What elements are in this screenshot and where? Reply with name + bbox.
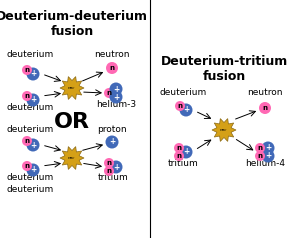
Circle shape — [175, 101, 185, 111]
Circle shape — [22, 65, 32, 75]
Text: n: n — [176, 145, 181, 151]
Text: nπc: nπc — [68, 156, 76, 160]
Text: nπc: nπc — [220, 128, 228, 132]
Text: deuterium: deuterium — [159, 88, 207, 97]
Circle shape — [26, 68, 40, 80]
Text: deuterium: deuterium — [6, 185, 54, 194]
Text: tritium: tritium — [98, 173, 128, 182]
Circle shape — [255, 143, 265, 153]
Text: helium-3: helium-3 — [96, 100, 136, 109]
Circle shape — [179, 145, 193, 159]
Circle shape — [22, 91, 32, 101]
Polygon shape — [60, 147, 84, 169]
Text: deuterium: deuterium — [6, 173, 54, 182]
Circle shape — [26, 164, 40, 177]
Text: proton: proton — [97, 125, 127, 134]
Circle shape — [179, 104, 193, 116]
Text: tritium: tritium — [168, 159, 198, 168]
Circle shape — [110, 160, 122, 174]
Circle shape — [104, 158, 114, 168]
Text: OR: OR — [54, 112, 90, 132]
Circle shape — [262, 149, 275, 163]
Text: n: n — [106, 168, 112, 174]
Circle shape — [110, 83, 122, 95]
Circle shape — [22, 161, 32, 171]
Text: +: + — [113, 93, 119, 101]
Text: +: + — [183, 105, 189, 114]
Polygon shape — [60, 77, 84, 99]
Circle shape — [174, 143, 184, 153]
Text: n: n — [25, 163, 29, 169]
Text: +: + — [30, 95, 36, 104]
Polygon shape — [212, 119, 236, 141]
Text: deuterium: deuterium — [6, 103, 54, 112]
Text: +: + — [265, 152, 271, 160]
Circle shape — [26, 139, 40, 152]
Circle shape — [262, 142, 275, 154]
Text: n: n — [257, 153, 262, 159]
Circle shape — [110, 90, 122, 104]
Text: Deuterium-tritium
fusion: Deuterium-tritium fusion — [160, 55, 288, 83]
Text: +: + — [30, 140, 36, 149]
Circle shape — [259, 102, 271, 114]
Circle shape — [26, 94, 40, 106]
Text: n: n — [110, 65, 115, 71]
Text: n: n — [25, 67, 29, 73]
Text: n: n — [178, 103, 182, 109]
Circle shape — [104, 88, 114, 98]
Text: n: n — [25, 93, 29, 99]
Circle shape — [106, 62, 118, 74]
Circle shape — [106, 135, 118, 149]
Text: +: + — [183, 148, 189, 157]
Text: neutron: neutron — [247, 88, 283, 97]
Text: neutron: neutron — [94, 50, 130, 59]
Text: n: n — [25, 138, 29, 144]
Text: deuterium: deuterium — [6, 50, 54, 59]
Text: n: n — [257, 145, 262, 151]
Text: +: + — [113, 84, 119, 94]
Text: n: n — [262, 105, 268, 111]
Text: nπc: nπc — [68, 86, 76, 90]
Text: deuterium: deuterium — [6, 125, 54, 134]
Text: +: + — [113, 163, 119, 172]
Text: n: n — [106, 90, 112, 96]
Circle shape — [104, 166, 114, 176]
Text: +: + — [109, 138, 115, 147]
Text: +: + — [265, 144, 271, 153]
Text: n: n — [176, 153, 181, 159]
Text: +: + — [30, 69, 36, 79]
Circle shape — [255, 151, 265, 161]
Circle shape — [174, 151, 184, 161]
Circle shape — [22, 136, 32, 146]
Text: n: n — [106, 160, 112, 166]
Text: helium-4: helium-4 — [245, 159, 285, 168]
Text: +: + — [30, 165, 36, 174]
Text: Deuterium-deuterium
fusion: Deuterium-deuterium fusion — [0, 10, 148, 38]
